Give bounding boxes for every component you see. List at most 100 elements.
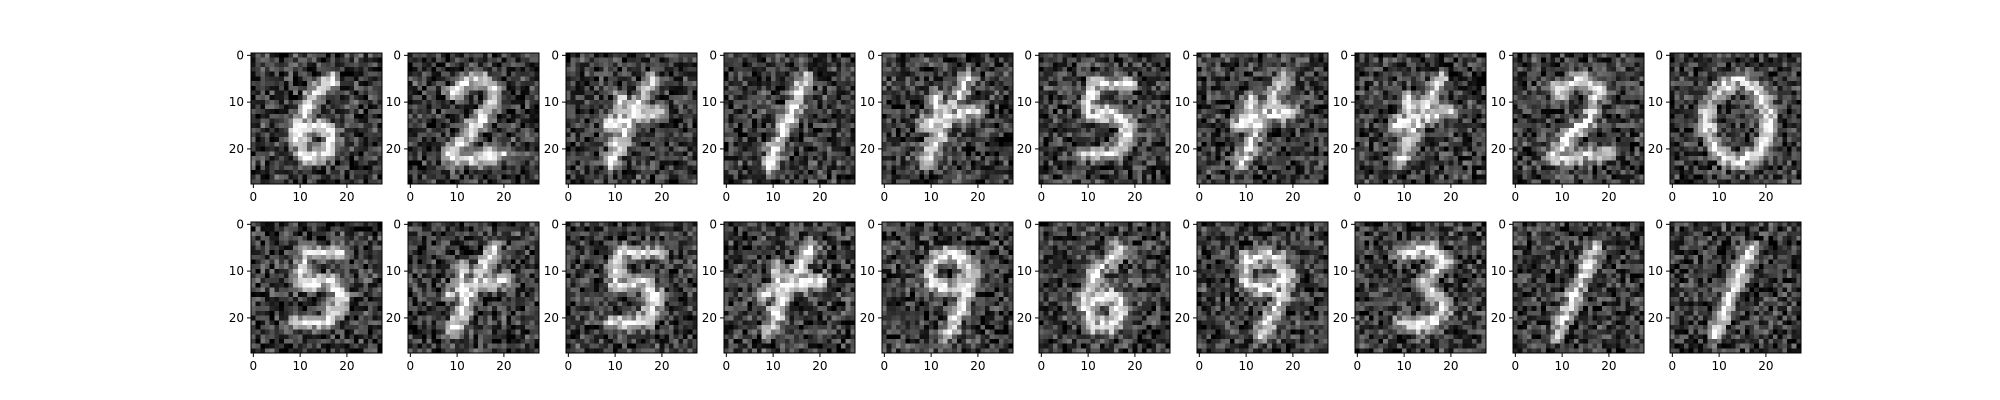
pixel — [1076, 104, 1082, 110]
pixel — [994, 81, 1000, 87]
pixel — [316, 155, 322, 161]
x-tick-label: 10 — [449, 190, 464, 204]
pixel — [431, 155, 437, 161]
pixel — [896, 76, 902, 82]
pixel — [1211, 85, 1217, 91]
pixel — [450, 174, 456, 180]
pixel — [822, 113, 828, 119]
pixel — [1132, 95, 1138, 101]
pixel — [640, 132, 646, 138]
pixel — [478, 109, 484, 115]
pixel — [808, 67, 814, 73]
pixel — [274, 118, 280, 124]
pixel — [742, 109, 748, 115]
pixel — [738, 57, 744, 63]
pixel — [775, 165, 781, 171]
pixel — [975, 160, 981, 166]
pixel — [836, 99, 842, 105]
pixel — [659, 141, 665, 147]
pixel — [980, 53, 986, 58]
pixel — [575, 85, 581, 91]
pixel — [279, 53, 285, 58]
pixel — [650, 155, 656, 161]
pixel — [349, 118, 355, 124]
pixel — [1113, 71, 1119, 77]
pixel — [947, 169, 953, 175]
pixel — [798, 146, 804, 152]
pixel — [896, 165, 902, 171]
pixel — [283, 118, 289, 124]
pixel — [980, 146, 986, 152]
pixel — [487, 179, 493, 185]
pixel — [900, 90, 906, 96]
pixel — [506, 127, 512, 133]
pixel — [372, 127, 378, 133]
pixel — [1104, 57, 1110, 63]
pixel — [349, 174, 355, 180]
pixel — [1003, 62, 1009, 68]
pixel — [738, 62, 744, 68]
pixel — [919, 109, 925, 115]
pixel — [515, 118, 521, 124]
pixel — [349, 95, 355, 101]
pixel — [288, 62, 294, 68]
pixel — [603, 53, 609, 58]
pixel — [654, 174, 660, 180]
pixel — [1299, 71, 1305, 77]
pixel — [822, 95, 828, 101]
pixel — [283, 81, 289, 87]
pixel — [1071, 104, 1077, 110]
pixel — [506, 155, 512, 161]
pixel — [850, 127, 856, 133]
pixel — [1057, 155, 1063, 161]
pixel — [812, 81, 818, 87]
pixel — [603, 76, 609, 82]
pixel — [436, 137, 442, 143]
pixel — [808, 99, 814, 105]
pixel — [900, 169, 906, 175]
pixel — [1146, 174, 1152, 180]
pixel — [817, 62, 823, 68]
pixel — [687, 53, 693, 58]
pixel — [1132, 81, 1138, 87]
pixel — [784, 169, 790, 175]
pixel — [1155, 71, 1161, 77]
axes-frame — [723, 52, 856, 185]
pixel — [891, 67, 897, 73]
pixel — [803, 113, 809, 119]
pixel — [260, 71, 266, 77]
pixel — [445, 165, 451, 171]
pixel — [1151, 53, 1157, 58]
pixel — [534, 165, 540, 171]
pixel — [654, 85, 660, 91]
pixel — [1043, 104, 1049, 110]
pixel — [431, 174, 437, 180]
pixel — [942, 141, 948, 147]
pixel — [1197, 53, 1202, 58]
pixel — [789, 141, 795, 147]
pixel — [570, 53, 576, 58]
pixel — [377, 76, 383, 82]
pixel — [1165, 118, 1171, 124]
pixel — [956, 123, 962, 129]
pixel — [473, 81, 479, 87]
pixel — [650, 99, 656, 105]
pixel — [845, 67, 851, 73]
pixel — [566, 146, 571, 152]
pixel — [408, 165, 413, 171]
pixel — [307, 127, 313, 133]
pixel — [431, 53, 437, 58]
pixel — [636, 165, 642, 171]
pixel — [645, 151, 651, 157]
pixel — [1076, 146, 1082, 152]
pixel — [794, 53, 800, 58]
pixel — [1123, 67, 1129, 73]
pixel — [822, 160, 828, 166]
pixel — [1127, 67, 1133, 73]
pixel — [506, 165, 512, 171]
pixel — [845, 57, 851, 63]
pixel — [269, 160, 275, 166]
pixel — [659, 113, 665, 119]
pixel — [742, 90, 748, 96]
pixel — [891, 85, 897, 91]
